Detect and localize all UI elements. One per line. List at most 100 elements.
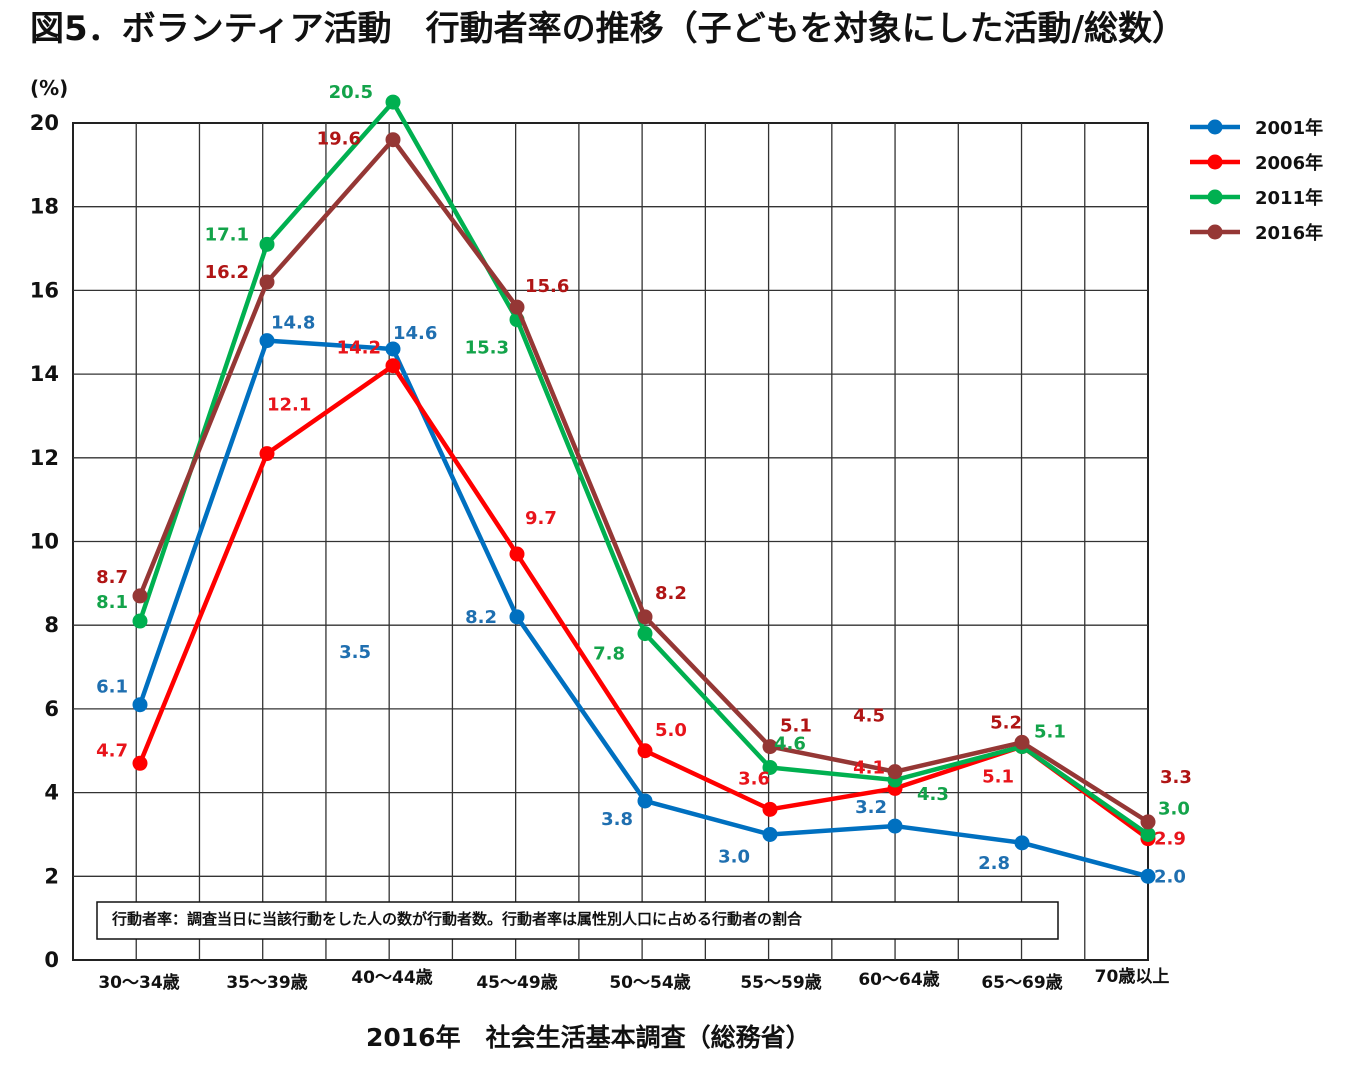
data-point bbox=[1014, 734, 1030, 750]
y-tick-label: 14 bbox=[30, 362, 59, 386]
data-label: 12.1 bbox=[267, 395, 311, 416]
legend-marker bbox=[1207, 189, 1223, 205]
data-label: 4.7 bbox=[96, 740, 128, 761]
data-point bbox=[509, 609, 525, 625]
data-label: 5.2 bbox=[990, 712, 1022, 733]
y-tick-label: 10 bbox=[30, 530, 59, 554]
data-label: 2.8 bbox=[978, 853, 1010, 874]
y-tick-label: 12 bbox=[30, 446, 59, 470]
y-axis-unit: (%) bbox=[30, 76, 68, 100]
y-tick-label: 16 bbox=[30, 278, 59, 302]
data-label: 20.5 bbox=[329, 82, 373, 103]
data-point bbox=[637, 743, 653, 759]
legend-item: 2006年 bbox=[1190, 152, 1323, 174]
x-tick-label: 45～49歳 bbox=[476, 972, 557, 993]
data-point bbox=[637, 609, 653, 625]
data-label: 4.5 bbox=[853, 706, 885, 727]
data-point bbox=[887, 764, 903, 780]
x-axis-ticks: 30～34歳 35～39歳 40～44歳 45～49歳 50～54歳 55～59歳 60～6… bbox=[98, 966, 1169, 993]
legend-label: 2001年 bbox=[1255, 117, 1323, 139]
data-label: 16.2 bbox=[205, 262, 249, 283]
data-point bbox=[887, 818, 903, 834]
x-tick-label: 60～64歳 bbox=[858, 969, 939, 990]
legend-label: 2016年 bbox=[1255, 222, 1323, 244]
data-point bbox=[1014, 835, 1030, 851]
data-point bbox=[385, 94, 401, 110]
data-label: 15.3 bbox=[465, 338, 509, 359]
data-point bbox=[132, 613, 148, 629]
data-label: 5.1 bbox=[780, 716, 812, 737]
data-label: 3.6 bbox=[738, 768, 770, 789]
legend-label: 2011年 bbox=[1255, 187, 1323, 209]
data-label: 4.6 bbox=[774, 733, 806, 754]
data-label: 8.2 bbox=[465, 607, 497, 628]
x-tick-label: 55～59歳 bbox=[740, 972, 821, 993]
data-point bbox=[132, 755, 148, 771]
annotation-label: 3.5 bbox=[339, 642, 371, 663]
data-point bbox=[259, 274, 275, 290]
data-point bbox=[762, 739, 778, 755]
data-point bbox=[259, 236, 275, 252]
legend-label: 2006年 bbox=[1255, 152, 1323, 174]
data-label: 8.7 bbox=[96, 567, 128, 588]
data-label: 2.9 bbox=[1154, 829, 1186, 850]
data-point bbox=[637, 793, 653, 809]
data-label: 7.8 bbox=[593, 644, 625, 665]
x-tick-label: 35～39歳 bbox=[226, 972, 307, 993]
x-tick-label: 50～54歳 bbox=[609, 972, 690, 993]
data-point bbox=[762, 759, 778, 775]
y-tick-label: 0 bbox=[44, 948, 59, 972]
data-label: 2.0 bbox=[1154, 866, 1186, 887]
data-label: 6.1 bbox=[96, 677, 128, 698]
data-label: 14.6 bbox=[393, 323, 437, 344]
data-point bbox=[637, 626, 653, 642]
data-label: 3.0 bbox=[1158, 798, 1190, 819]
data-point bbox=[385, 358, 401, 374]
data-point bbox=[385, 341, 401, 357]
x-tick-label: 65～69歳 bbox=[981, 972, 1062, 993]
legend-item: 2001年 bbox=[1190, 117, 1323, 139]
x-tick-label: 40～44歳 bbox=[351, 967, 432, 988]
data-point bbox=[509, 299, 525, 315]
data-point bbox=[259, 333, 275, 349]
chart-title: 図5．ボランティア活動 行動者率の推移（子どもを対象にした活動/総数） bbox=[30, 9, 1186, 49]
data-label: 14.8 bbox=[271, 313, 315, 334]
data-point bbox=[762, 826, 778, 842]
legend: 2001年 2006年 2011年 2016年 bbox=[1190, 117, 1323, 244]
data-label: 3.0 bbox=[718, 846, 750, 867]
data-label: 8.2 bbox=[655, 583, 687, 604]
data-point bbox=[385, 132, 401, 148]
y-tick-label: 18 bbox=[30, 195, 59, 219]
data-labels: 6.1 14.8 14.6 8.2 3.8 3.0 3.2 2.8 2.0 4.7 12.1 14.2… bbox=[96, 82, 1192, 887]
legend-item: 2016年 bbox=[1190, 222, 1323, 244]
grid bbox=[72, 122, 1149, 961]
y-tick-label: 4 bbox=[44, 781, 59, 805]
y-tick-label: 20 bbox=[30, 111, 59, 135]
data-point bbox=[1140, 814, 1156, 830]
data-label: 14.2 bbox=[337, 338, 381, 359]
note-text: 行動者率：調査当日に当該行動をした人の数が行動者数。行動者率は属性別人口に占める… bbox=[111, 910, 803, 928]
x-tick-label: 30～34歳 bbox=[98, 972, 179, 993]
y-tick-label: 6 bbox=[44, 697, 59, 721]
y-tick-label: 8 bbox=[44, 613, 59, 637]
data-point bbox=[509, 546, 525, 562]
series-layer bbox=[132, 94, 1156, 884]
data-label: 4.1 bbox=[853, 757, 885, 778]
data-point bbox=[1140, 868, 1156, 884]
legend-marker bbox=[1207, 224, 1223, 240]
data-label: 19.6 bbox=[317, 129, 361, 150]
legend-item: 2011年 bbox=[1190, 187, 1323, 209]
data-label: 5.1 bbox=[1034, 722, 1066, 743]
data-label: 5.0 bbox=[655, 720, 687, 741]
data-label: 3.2 bbox=[855, 797, 887, 818]
data-point bbox=[132, 588, 148, 604]
series-2001年 bbox=[132, 333, 1156, 884]
data-label: 3.3 bbox=[1160, 767, 1192, 788]
data-label: 9.7 bbox=[525, 508, 557, 529]
data-point bbox=[1140, 826, 1156, 842]
x-tick-label: 70歳以上 bbox=[1095, 966, 1170, 987]
data-label: 17.1 bbox=[205, 224, 249, 245]
data-label: 4.3 bbox=[917, 784, 949, 805]
y-axis-ticks: 0 2 4 6 8 10 12 14 16 18 20 bbox=[30, 111, 59, 972]
data-label: 5.1 bbox=[982, 767, 1014, 788]
